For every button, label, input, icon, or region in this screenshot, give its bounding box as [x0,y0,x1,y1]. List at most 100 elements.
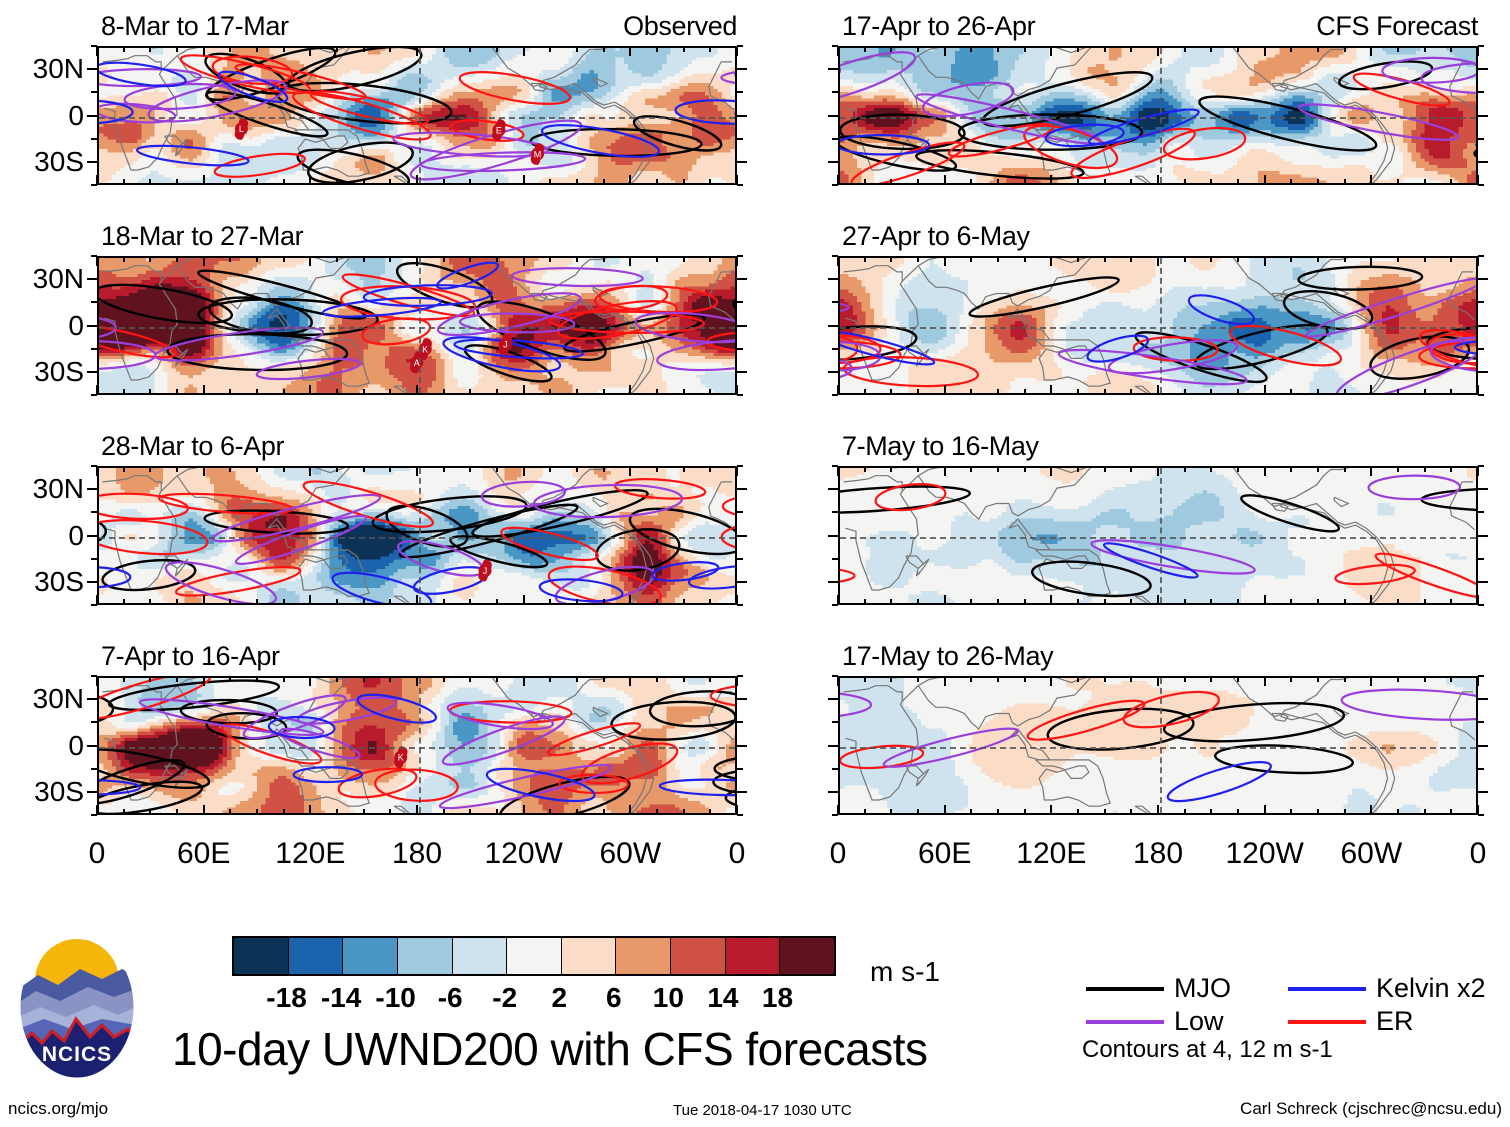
dateline [419,468,421,603]
x-tick [1450,599,1453,605]
x-tick [1423,599,1426,605]
x-tick [1210,179,1213,185]
x-tick [469,389,472,395]
x-axis-label: 120W [1215,839,1315,869]
y-tick [737,465,743,467]
x-tick [1343,809,1346,815]
y-tick [87,744,97,747]
x-tick [1370,385,1373,395]
x-tick [1103,179,1106,185]
y-tick [1478,557,1484,560]
x-tick [389,46,392,52]
x-tick [997,599,999,605]
x-tick [442,466,445,472]
y-axis-label: 30N [0,55,84,83]
y-tick [737,604,743,606]
x-tick [1290,809,1293,815]
x-tick [1370,46,1373,56]
x-tick [943,46,946,56]
y-tick [828,488,838,491]
x-tick [202,466,205,476]
x-tick [917,46,919,52]
x-tick [890,389,893,395]
y-tick [91,767,97,770]
x-tick [576,466,578,472]
x-tick [122,256,125,262]
x-tick [1450,809,1453,815]
x-tick [1290,389,1293,395]
x-tick [202,676,205,686]
x-tick [1290,46,1293,52]
y-tick [1478,160,1488,163]
y-tick [91,347,97,350]
y-tick [828,278,838,281]
colorbar-tick-label: -10 [366,984,426,1012]
y-axis-label: 30S [0,147,84,176]
footer-left[interactable]: ncics.org/mjo [8,1100,108,1117]
footer-author[interactable]: Carl Schreck (cjschrec@ncsu.edu) [1240,1100,1502,1117]
ncics-logo[interactable]: NCICS [18,933,136,1081]
x-tick [1423,46,1426,52]
y-tick [828,534,838,537]
x-tick [202,595,205,605]
y-tick [828,698,838,701]
y-tick [737,301,743,304]
x-tick [837,676,839,686]
x-tick [389,256,392,262]
x-tick [1477,256,1479,266]
x-tick [837,595,839,605]
wave-contours [840,51,1476,183]
y-axis-label: 30N [0,475,84,503]
x-tick [309,466,312,476]
x-tick [1290,179,1293,185]
ncics-logo-text: NCICS [18,1043,136,1067]
x-tick [629,256,632,266]
x-tick [736,385,738,395]
x-tick [282,466,285,472]
x-tick [1450,389,1453,395]
y-tick [737,347,743,350]
map-panel [838,256,1478,395]
main-title: 10-day UWND200 with CFS forecasts [172,1026,928,1072]
x-tick [202,385,205,395]
x-tick [1263,256,1266,266]
x-tick [549,389,552,395]
x-tick [202,175,205,185]
x-tick [1023,179,1026,185]
x-tick [917,389,919,395]
panel-title: 17-May to 26-May [842,643,1054,670]
y-tick [1478,721,1484,724]
y-tick [87,160,97,163]
x-tick [736,676,738,686]
panel-plot-area [838,466,1478,605]
x-tick [1077,809,1079,815]
y-tick [91,45,97,47]
x-tick [282,179,285,185]
x-tick [656,599,658,605]
x-tick [496,46,498,52]
y-tick [737,45,743,47]
y-tick [832,301,838,304]
coastlines [843,468,1476,603]
x-tick [229,599,232,605]
x-tick [96,676,98,686]
y-tick [1478,604,1484,606]
x-tick [1317,676,1319,682]
x-tick [736,466,738,476]
x-tick [629,805,632,815]
panel-plot-area: J [97,466,737,605]
y-tick [737,534,747,537]
x-tick [336,179,338,185]
x-tick [656,256,658,262]
x-tick [576,676,578,682]
x-tick [336,389,338,395]
y-tick [828,790,838,793]
x-tick [1157,46,1159,56]
y-tick [737,324,747,327]
x-tick [309,595,312,605]
y-tick [91,511,97,514]
x-tick [1450,256,1453,262]
x-tick [549,676,552,682]
x-tick [176,46,178,52]
